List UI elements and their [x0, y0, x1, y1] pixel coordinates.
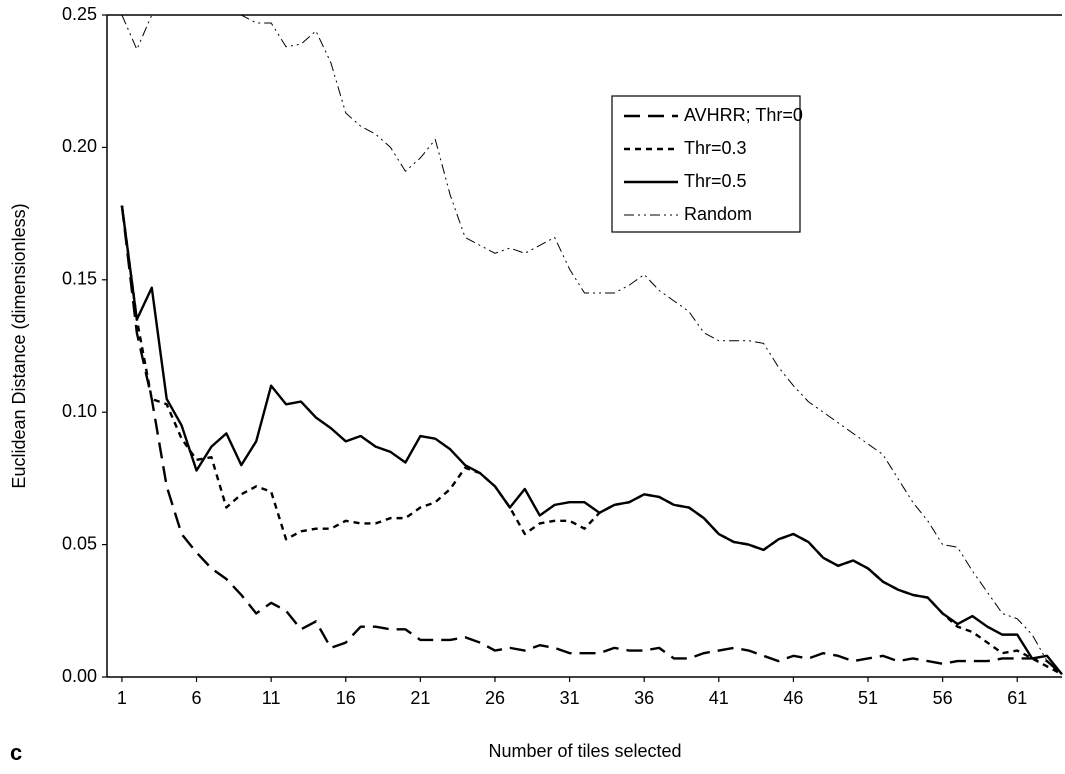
panel-label: c: [10, 740, 22, 765]
x-tick-label: 56: [933, 688, 953, 708]
x-tick-label: 6: [192, 688, 202, 708]
y-tick-label: 0.25: [62, 4, 97, 24]
x-tick-label: 21: [410, 688, 430, 708]
x-tick-label: 51: [858, 688, 878, 708]
x-tick-label: 16: [336, 688, 356, 708]
x-tick-label: 1: [117, 688, 127, 708]
x-tick-label: 61: [1007, 688, 1027, 708]
x-tick-label: 11: [262, 688, 281, 708]
y-tick-label: 0.10: [62, 401, 97, 421]
legend-box: [611, 95, 801, 233]
y-tick-label: 0.15: [62, 269, 97, 289]
legend-label: Thr=0.5: [684, 171, 747, 191]
x-tick-label: 36: [634, 688, 654, 708]
y-tick-label: 0.00: [62, 666, 97, 686]
series-line: [120, 205, 1063, 676]
series-line: [120, 205, 1063, 676]
x-tick-label: 41: [709, 688, 729, 708]
series-line: [121, 15, 1063, 675]
legend-label: Random: [684, 204, 752, 224]
series-line: [120, 205, 1063, 676]
y-tick-label: 0.05: [62, 533, 97, 553]
x-tick-label: 31: [560, 688, 580, 708]
x-tick-label: 26: [485, 688, 505, 708]
plot-area: [120, 15, 1063, 676]
legend-label: AVHRR; Thr=0: [684, 105, 803, 125]
y-tick-label: 0.20: [62, 136, 97, 156]
x-axis-label: Number of tiles selected: [488, 741, 681, 761]
x-tick-label: 46: [783, 688, 803, 708]
y-axis-label: Euclidean Distance (dimensionless): [9, 203, 29, 488]
legend-label: Thr=0.3: [684, 138, 747, 158]
